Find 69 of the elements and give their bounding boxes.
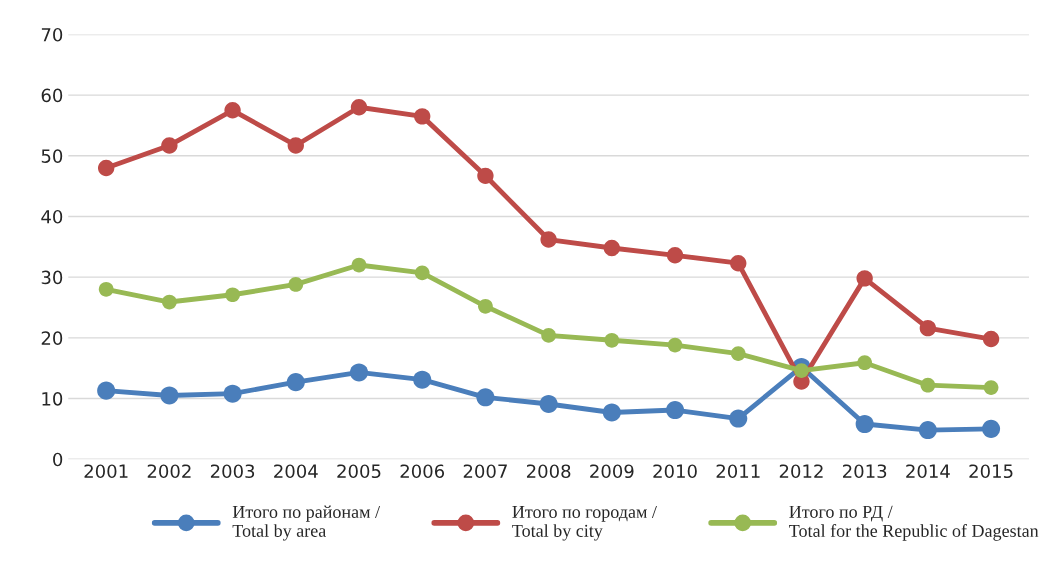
point — [920, 377, 936, 393]
point — [983, 380, 999, 395]
point — [667, 337, 683, 353]
x-tick-label: 2005 — [337, 464, 381, 479]
point — [477, 167, 494, 185]
point — [602, 403, 621, 422]
point — [286, 373, 305, 392]
point — [478, 298, 493, 314]
x-tick-label: 2015 — [969, 464, 1013, 479]
point — [413, 370, 432, 389]
y-tick-label: 70 — [41, 27, 63, 42]
point — [225, 287, 240, 303]
x-tick-label: 2010 — [653, 464, 697, 479]
point — [224, 102, 241, 119]
y-tick-label: 0 — [53, 452, 63, 467]
point — [666, 247, 684, 264]
x-tick-label: 2011 — [716, 464, 760, 479]
point — [730, 346, 746, 361]
point — [350, 99, 368, 116]
point — [288, 277, 304, 292]
point — [919, 319, 937, 337]
point — [541, 328, 556, 343]
point — [160, 386, 179, 405]
point — [603, 239, 621, 257]
x-tick-label: 2002 — [147, 464, 191, 479]
x-tick-label: 2014 — [906, 464, 950, 479]
point — [982, 419, 1001, 438]
legend-label: Итого по районам / Total by area — [232, 505, 381, 541]
point — [729, 409, 748, 428]
point — [539, 394, 558, 414]
point — [97, 159, 115, 177]
x-tick-label: 2004 — [274, 464, 318, 479]
point — [161, 137, 178, 154]
legend-label: Итого по РД / Total for the Republic of Dagestan — [789, 505, 1039, 541]
y-tick-label: 30 — [41, 270, 63, 285]
point — [351, 257, 367, 273]
x-tick-label: 2008 — [526, 464, 571, 479]
point — [162, 294, 177, 310]
point — [666, 401, 685, 420]
y-tick-label: 60 — [41, 88, 63, 103]
x-tick-label: 2006 — [400, 464, 445, 479]
legend-label: Итого по городам / Total by city — [512, 505, 657, 541]
point — [794, 363, 809, 378]
point — [856, 270, 873, 287]
point — [540, 231, 557, 248]
x-tick-label: 2013 — [843, 464, 887, 479]
point — [287, 137, 304, 154]
point — [349, 363, 369, 382]
point — [98, 281, 114, 297]
point — [414, 108, 431, 125]
y-tick-label: 50 — [41, 149, 63, 163]
point — [982, 330, 1000, 348]
x-tick-label: 2007 — [463, 464, 507, 479]
point — [223, 384, 242, 403]
point — [414, 265, 430, 281]
point — [97, 381, 116, 400]
point — [918, 421, 937, 440]
x-tick-label: 2012 — [779, 464, 823, 479]
y-tick-label: 40 — [41, 209, 63, 224]
point — [476, 388, 495, 407]
point — [604, 332, 620, 348]
y-tick-label: 10 — [42, 391, 63, 406]
point — [857, 355, 873, 371]
x-tick-label: 2001 — [84, 464, 128, 479]
x-tick-label: 2009 — [590, 464, 634, 479]
point — [730, 255, 747, 272]
point — [855, 414, 874, 434]
x-tick-label: 2003 — [210, 464, 255, 479]
y-tick-label: 20 — [41, 331, 63, 345]
